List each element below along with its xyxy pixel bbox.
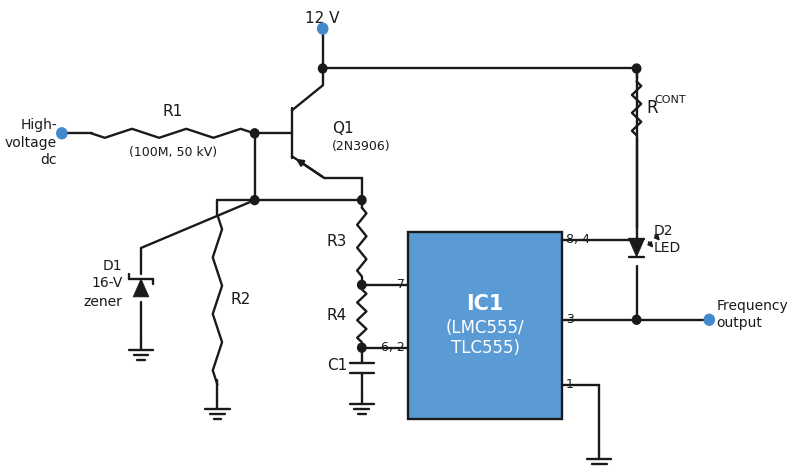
Text: (2N3906): (2N3906): [332, 140, 391, 153]
Text: C1: C1: [327, 358, 347, 373]
Text: zener: zener: [84, 295, 122, 309]
Text: 6, 2: 6, 2: [381, 341, 404, 354]
Circle shape: [632, 64, 641, 73]
Text: Q1: Q1: [332, 121, 354, 136]
Text: LED: LED: [654, 241, 681, 255]
Text: R: R: [646, 99, 658, 117]
Text: D2: D2: [654, 224, 673, 238]
Circle shape: [632, 315, 641, 324]
Circle shape: [57, 128, 67, 139]
Text: 12 V: 12 V: [305, 11, 340, 26]
Text: TLC555): TLC555): [451, 339, 519, 357]
Text: 16-V: 16-V: [91, 276, 122, 290]
Polygon shape: [133, 279, 149, 297]
Text: IC1: IC1: [467, 294, 504, 314]
Text: 1: 1: [566, 378, 574, 391]
FancyBboxPatch shape: [408, 232, 562, 419]
Circle shape: [319, 64, 327, 73]
Circle shape: [358, 343, 366, 352]
Circle shape: [250, 196, 259, 205]
Text: CONT: CONT: [654, 95, 686, 105]
Text: R2: R2: [230, 292, 251, 307]
Text: 8, 4: 8, 4: [566, 234, 590, 247]
Text: High-
voltage
dc: High- voltage dc: [5, 118, 58, 167]
Circle shape: [250, 129, 259, 138]
Circle shape: [317, 23, 328, 34]
Text: R3: R3: [327, 234, 347, 249]
Text: Frequency
output: Frequency output: [717, 299, 789, 330]
Text: R4: R4: [327, 308, 347, 323]
Circle shape: [358, 196, 366, 205]
Text: (LMC555/: (LMC555/: [446, 319, 524, 336]
Text: 7: 7: [396, 278, 404, 292]
Text: (100M, 50 kV): (100M, 50 kV): [129, 146, 217, 159]
Circle shape: [704, 314, 714, 325]
Text: D1: D1: [103, 259, 122, 273]
Text: 3: 3: [566, 313, 574, 326]
Polygon shape: [629, 239, 645, 257]
Circle shape: [358, 280, 366, 289]
Text: R1: R1: [162, 104, 183, 119]
